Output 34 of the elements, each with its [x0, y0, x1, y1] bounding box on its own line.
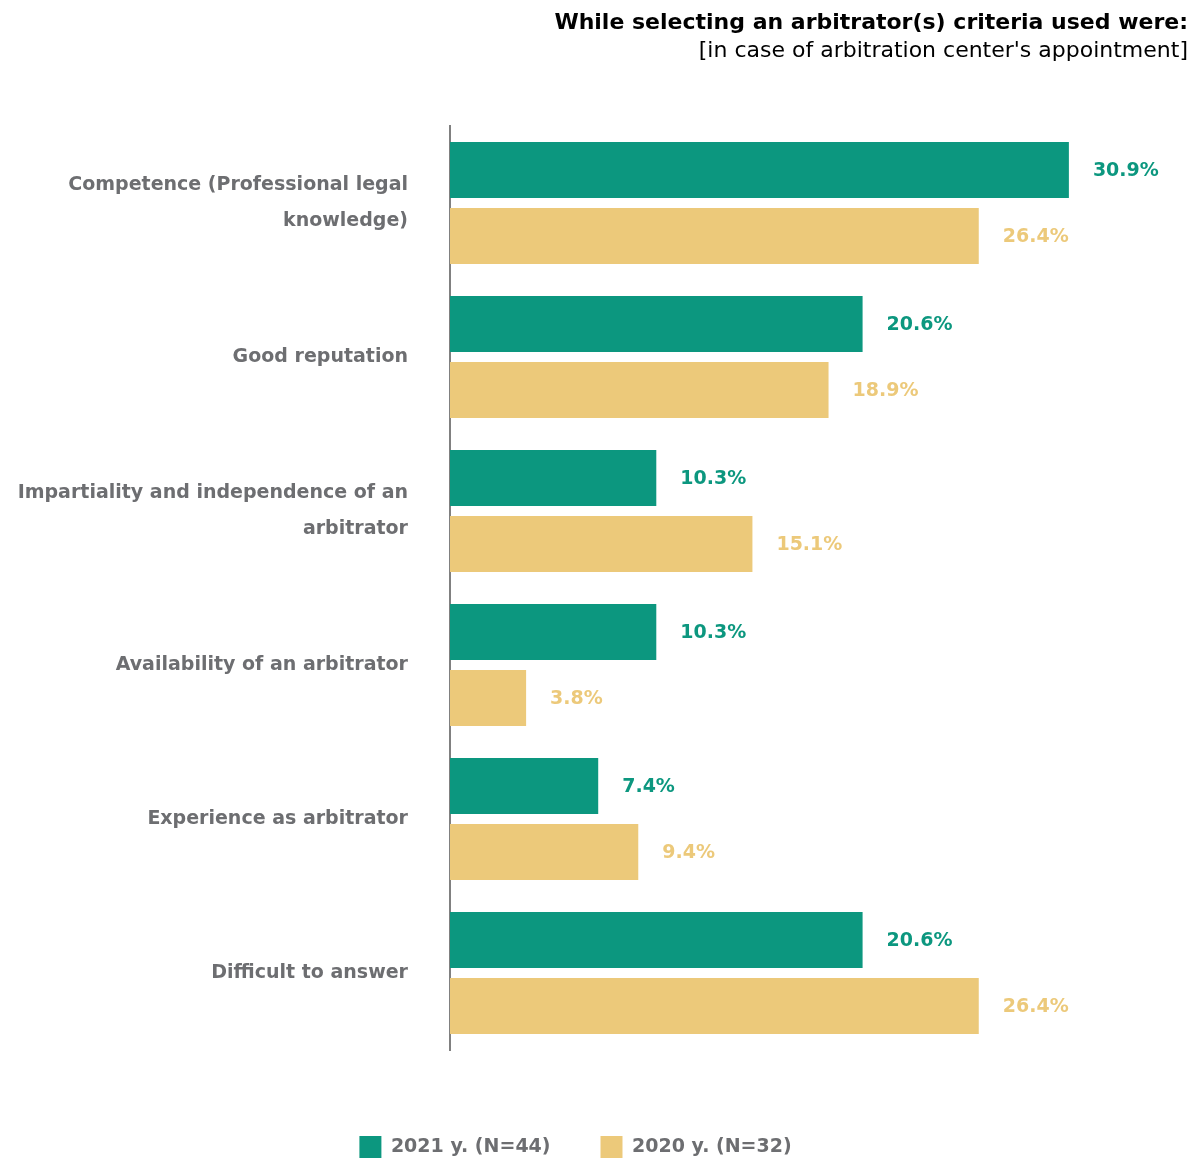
- y-tick-label: Difficult to answer: [211, 959, 409, 982]
- bar: [450, 757, 599, 815]
- data-label: 10.3%: [680, 465, 747, 488]
- bar: [450, 449, 657, 507]
- data-label: 26.4%: [1002, 993, 1069, 1016]
- y-tick-label: Good reputation: [232, 343, 408, 366]
- legend-label: 2021 y. (N=44): [390, 1133, 551, 1156]
- bar: [450, 823, 639, 881]
- y-tick-label: Competence (Professional legal knowledge): [68, 171, 408, 230]
- bar: [450, 361, 829, 419]
- bar: [450, 295, 863, 353]
- data-label: 7.4%: [622, 773, 675, 796]
- bar: [450, 603, 657, 661]
- data-label: 10.3%: [680, 619, 747, 642]
- data-label: 15.1%: [776, 531, 843, 554]
- y-tick-label: Experience as arbitrator: [147, 805, 409, 828]
- data-label: 20.6%: [886, 311, 953, 334]
- y-tick-label: Availability of an arbitrator: [115, 651, 409, 674]
- chart-title: While selecting an arbitrator(s) criteria used were:: [553, 8, 1188, 36]
- data-label: 20.6%: [886, 927, 953, 950]
- bar: [450, 515, 753, 573]
- data-label: 9.4%: [662, 839, 715, 862]
- data-label: 18.9%: [852, 377, 919, 400]
- data-label: 3.8%: [550, 685, 603, 708]
- bar: [450, 669, 527, 727]
- legend-label: 2020 y. (N=32): [632, 1133, 792, 1156]
- data-label: 30.9%: [1092, 157, 1159, 180]
- chart-subtitle: [in case of arbitration center's appointment]: [697, 36, 1188, 64]
- bar: [450, 207, 979, 265]
- bar: [450, 911, 863, 969]
- y-tick-label: Impartiality and independence of an arbitrator: [17, 479, 409, 538]
- bar: [450, 977, 979, 1035]
- data-label: 26.4%: [1002, 223, 1069, 246]
- bar: [450, 141, 1069, 199]
